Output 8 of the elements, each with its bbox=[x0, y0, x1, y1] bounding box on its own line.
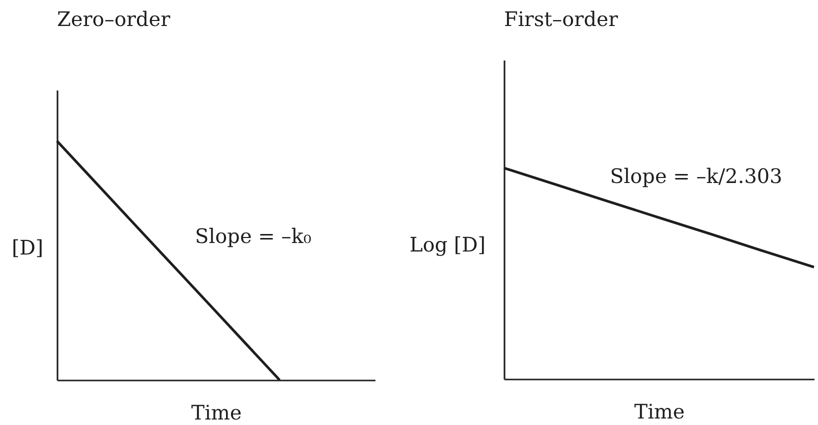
chart-title: First–order bbox=[504, 7, 618, 31]
annotation: Slope = –k/2.303 bbox=[610, 164, 782, 188]
x-axis-title: Time bbox=[191, 400, 242, 424]
chart-title: Zero–order bbox=[57, 7, 171, 31]
y-axis-title: [D] bbox=[12, 236, 44, 260]
y-axis-title: Log [D] bbox=[409, 232, 486, 256]
x-axis-title: Time bbox=[634, 400, 685, 424]
annotation: Slope = –k₀ bbox=[195, 224, 312, 248]
